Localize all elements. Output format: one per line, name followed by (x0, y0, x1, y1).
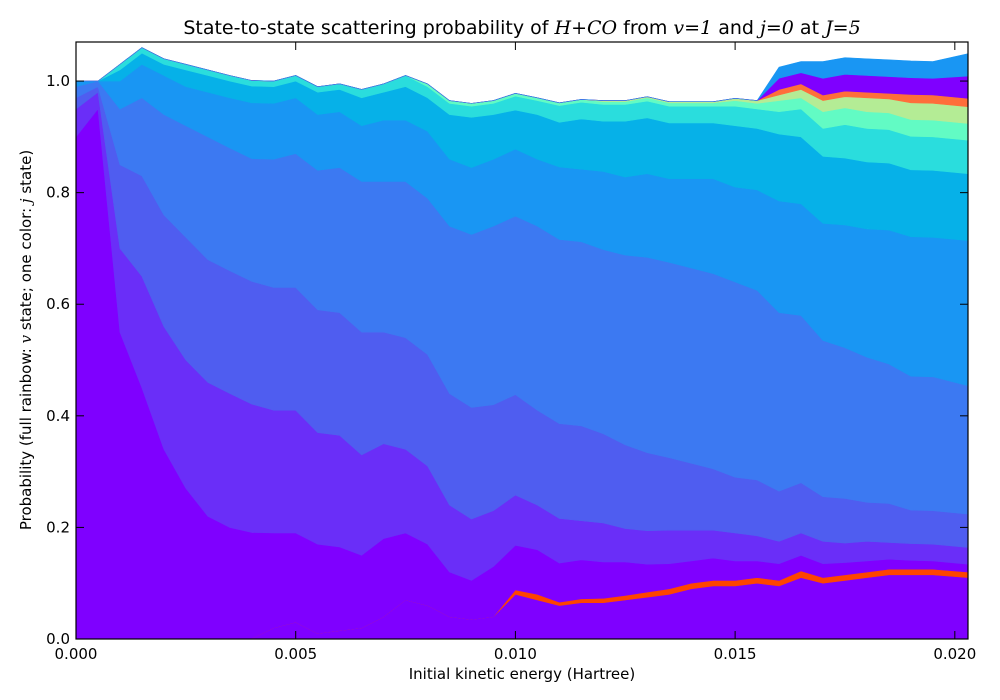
y-axis-label: Probability (full rainbow: v state; one … (17, 150, 35, 530)
axis-ticks: 0.000 0.005 0.010 0.015 0.020 0.0 0.2 0.4 0.6 0.8… (46, 42, 976, 663)
ylabel-part: state) (17, 150, 35, 199)
plot-frame (75, 41, 969, 640)
x-axis-label: Initial kinetic energy (Hartree) (409, 665, 635, 683)
chart-title: State-to-state scattering probability of… (183, 17, 860, 39)
plot-area (76, 47, 968, 639)
x-tick-label: 0.020 (933, 645, 976, 663)
title-part: from (617, 17, 673, 39)
y-tick-label: 0.2 (46, 518, 70, 536)
x-tick-label: 0.005 (274, 645, 317, 663)
x-tick-label: 0.000 (55, 645, 98, 663)
title-part: State-to-state scattering probability of (183, 17, 554, 39)
y-tick-label: 1.0 (46, 72, 70, 90)
title-part: J=5 (821, 17, 861, 39)
title-part: j=0 (756, 17, 794, 39)
title-part: H+CO (554, 17, 618, 39)
y-tick-label: 0.0 (46, 630, 70, 648)
x-tick-label: 0.015 (714, 645, 757, 663)
title-part: v=1 (673, 17, 712, 39)
x-tick-label: 0.010 (494, 645, 537, 663)
y-tick-label: 0.6 (46, 295, 70, 313)
title-part: at (794, 17, 825, 39)
area-series-13 (76, 47, 968, 104)
ylabel-part: Probability (full rainbow: (17, 343, 35, 530)
title-part: and (712, 17, 760, 39)
ylabel-part: j (17, 198, 35, 206)
ylabel-part: state; one color: (17, 203, 35, 335)
ylabel-part: v (17, 334, 35, 343)
y-tick-label: 0.8 (46, 184, 70, 202)
y-tick-label: 0.4 (46, 407, 70, 425)
